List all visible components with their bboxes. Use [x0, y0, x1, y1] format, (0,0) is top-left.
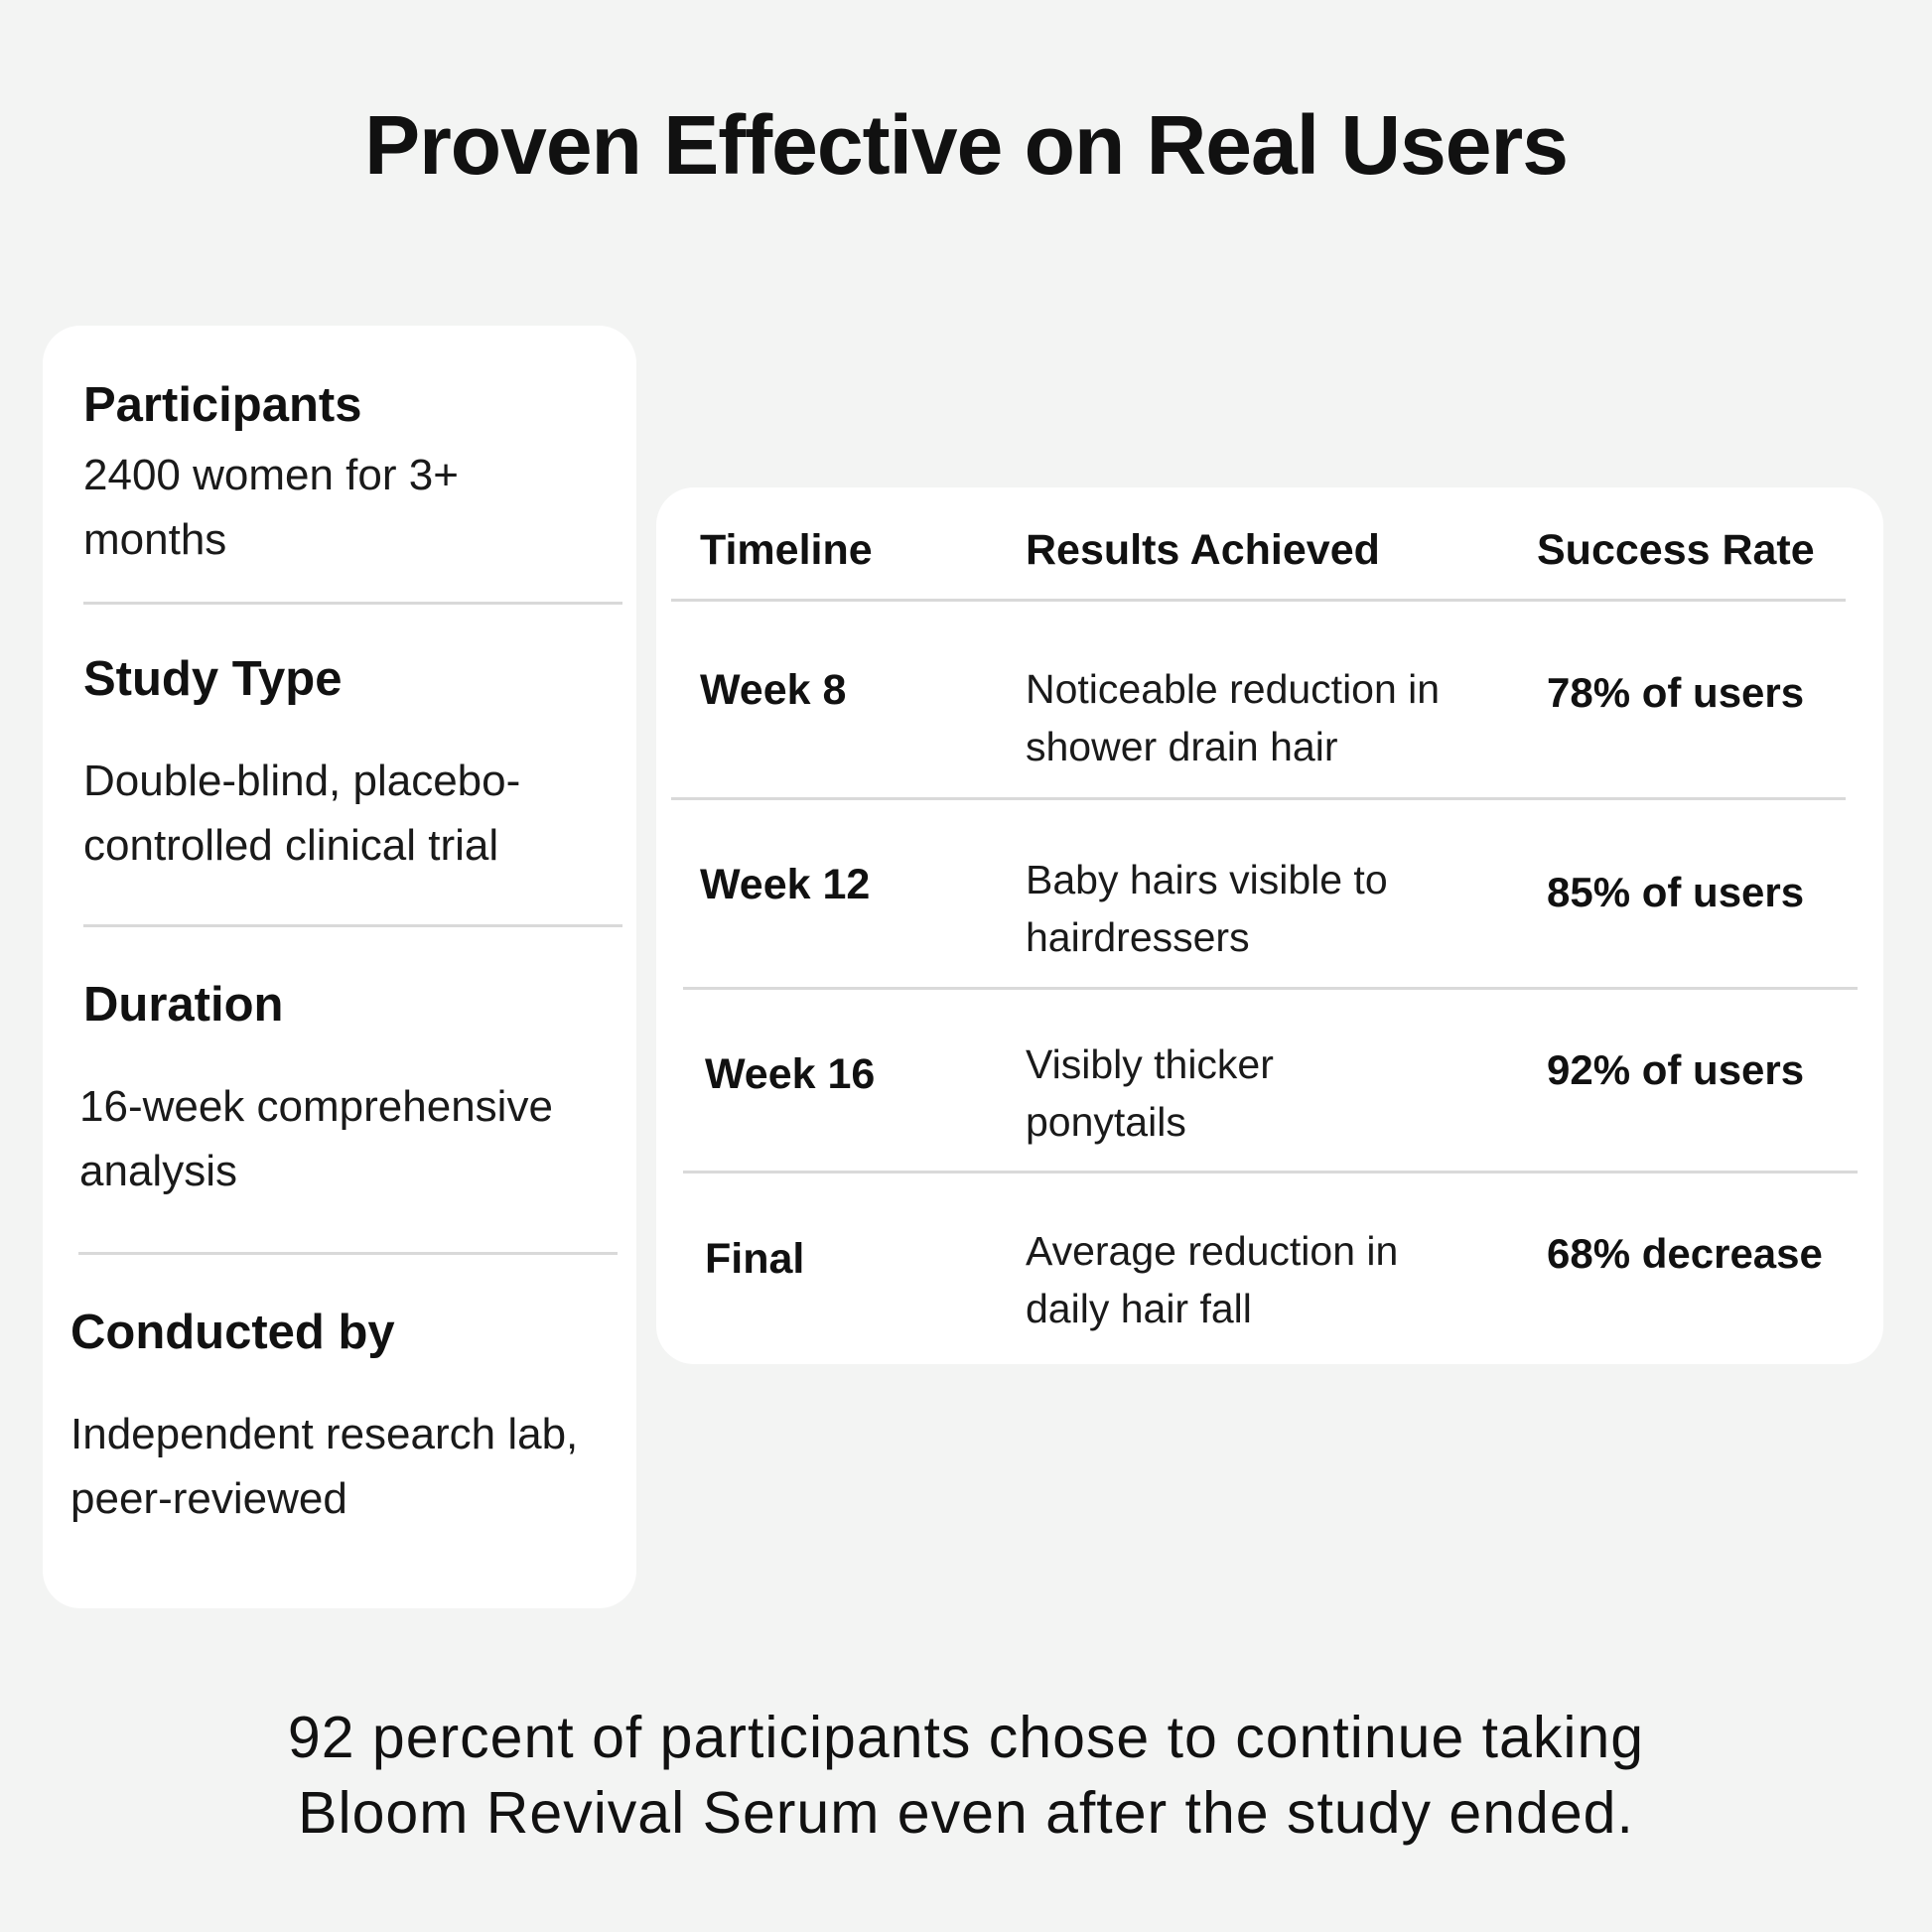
header-divider — [671, 599, 1846, 602]
row-timeline: Week 8 — [700, 666, 847, 714]
conducted-by-value: Independent research lab, peer-reviewed — [70, 1410, 579, 1523]
duration-value: 16-week comprehensive analysis — [79, 1082, 553, 1195]
row-timeline: Week 12 — [700, 861, 871, 908]
row-divider — [683, 1171, 1858, 1173]
conducted-by-section: Conducted by Independent research lab, p… — [70, 1303, 626, 1531]
success-rate-header: Success Rate — [1537, 526, 1815, 574]
row-timeline: Final — [705, 1235, 805, 1283]
study-divider — [78, 1252, 618, 1255]
study-type-section: Study Type Double-blind, placebo-control… — [83, 649, 610, 878]
study-type-value: Double-blind, placebo-controlled clinica… — [83, 757, 521, 870]
conducted-by-label: Conducted by — [70, 1306, 395, 1359]
row-result: Average reduction in daily hair fall — [1026, 1228, 1399, 1331]
participants-label: Participants — [83, 378, 362, 432]
study-type-label: Study Type — [83, 652, 343, 706]
row-timeline: Week 16 — [705, 1050, 876, 1098]
study-divider — [83, 924, 622, 927]
row-result: Noticeable reduction in shower drain hai… — [1026, 666, 1441, 769]
footer-note: 92 percent of participants chose to cont… — [287, 1705, 1645, 1846]
participants-section: Participants 2400 women for 3+ months — [83, 375, 600, 572]
page-title: Proven Effective on Real Users — [364, 98, 1569, 192]
row-divider — [671, 797, 1846, 800]
row-result: Baby hairs visible to hairdressers — [1026, 857, 1388, 960]
timeline-header: Timeline — [700, 526, 873, 574]
row-result: Visibly thicker ponytails — [1026, 1041, 1274, 1145]
study-details-card: Participants 2400 women for 3+ months St… — [43, 326, 636, 1608]
results-header: Results Achieved — [1026, 526, 1380, 574]
results-table: Timeline Results Achieved Success Rate W… — [656, 487, 1883, 1364]
row-divider — [683, 987, 1858, 990]
duration-section: Duration 16-week comprehensive analysis — [79, 975, 616, 1203]
row-success-rate: 92% of users — [1547, 1046, 1805, 1093]
row-success-rate: 68% decrease — [1547, 1230, 1823, 1277]
duration-label: Duration — [83, 978, 284, 1032]
row-success-rate: 78% of users — [1547, 669, 1805, 716]
row-success-rate: 85% of users — [1547, 869, 1805, 915]
study-divider — [83, 602, 622, 605]
participants-value: 2400 women for 3+ months — [83, 451, 459, 564]
